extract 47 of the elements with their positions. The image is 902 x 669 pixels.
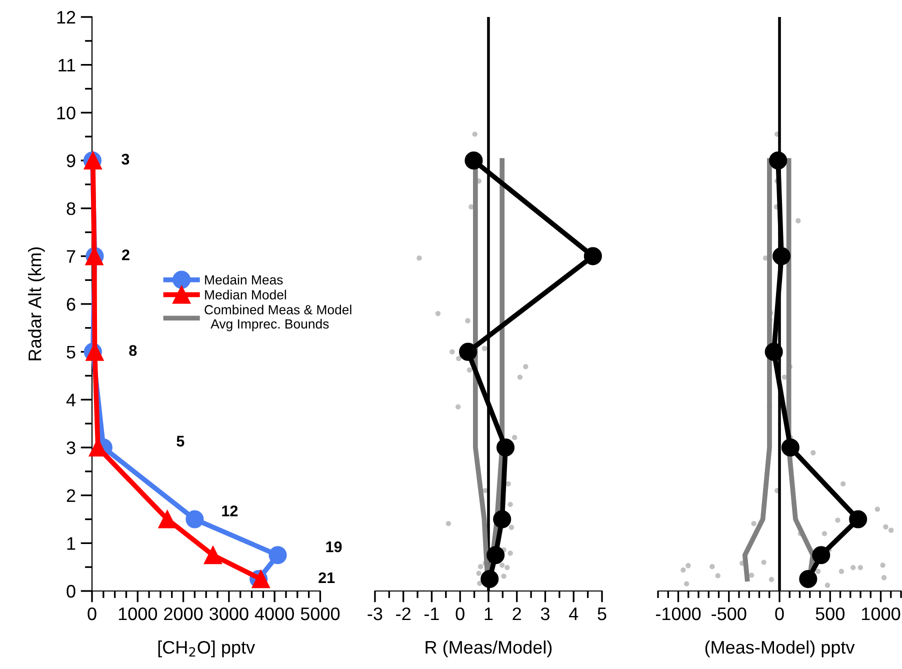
y-tick-label: 7 <box>66 250 76 263</box>
annotation: 2 <box>122 249 130 260</box>
y-tick-label: 11 <box>58 58 76 72</box>
annotation: 8 <box>129 345 137 356</box>
y-tick-label: 9 <box>66 154 76 168</box>
y-tick-label: 8 <box>66 202 76 216</box>
x-tick-label: -2 <box>396 607 410 620</box>
x-tick-label: 1 <box>484 608 493 620</box>
y-tick-label: 12 <box>57 10 76 24</box>
x-axis-title: (Meas-Model) pptv <box>705 640 855 658</box>
legend-label: Combined Meas & Model Avg Imprec. Bounds <box>204 304 352 332</box>
x-tick-label: -1 <box>424 608 439 620</box>
x-tick-label: -3 <box>368 607 382 620</box>
y-tick-label: 5 <box>66 346 76 359</box>
legend-label: Median Model <box>205 290 286 300</box>
x-axis-title: [CH$_{2}$O] pptv <box>158 640 256 658</box>
x-tick-label: 3000 <box>210 607 248 620</box>
annotation: 12 <box>222 506 238 516</box>
x-tick-label: 4 <box>569 608 578 620</box>
y-tick-label: 1 <box>67 537 76 550</box>
x-tick-label: 1000 <box>118 607 158 620</box>
y-tick-label: 3 <box>66 441 76 454</box>
x-tick-label: 5000 <box>300 607 340 620</box>
x-tick-label: 3 <box>540 607 550 620</box>
x-tick-label: 2000 <box>164 607 203 620</box>
y-tick-label: 4 <box>66 394 76 406</box>
x-tick-label: -1000 <box>656 607 701 620</box>
x-tick-label: 1000 <box>862 607 900 620</box>
y-tick-label: 6 <box>66 298 76 311</box>
x-tick-label: 0 <box>775 607 784 620</box>
annotation: 5 <box>176 436 184 447</box>
x-tick-label: -500 <box>712 607 746 620</box>
legend-label: Medain Meas <box>205 274 283 285</box>
x-tick-label: 0 <box>456 607 464 620</box>
y-tick-label: 2 <box>66 489 76 502</box>
x-tick-label: 2 <box>512 607 521 620</box>
y-tick-label: 10 <box>57 106 76 120</box>
x-tick-label: 4000 <box>254 607 294 620</box>
text: 19 <box>326 541 342 552</box>
x-tick-label: 500 <box>816 607 844 620</box>
annotation: 3 <box>122 154 130 165</box>
annotation: 21 <box>318 572 335 583</box>
x-tick-label: 5 <box>598 608 606 620</box>
x-tick-label: 0 <box>88 607 96 620</box>
y-tick-label: 0 <box>66 584 76 598</box>
y-axis-title: Radar Alt (km) <box>28 247 45 360</box>
x-axis-title: R (Meas/Model) <box>426 640 552 658</box>
